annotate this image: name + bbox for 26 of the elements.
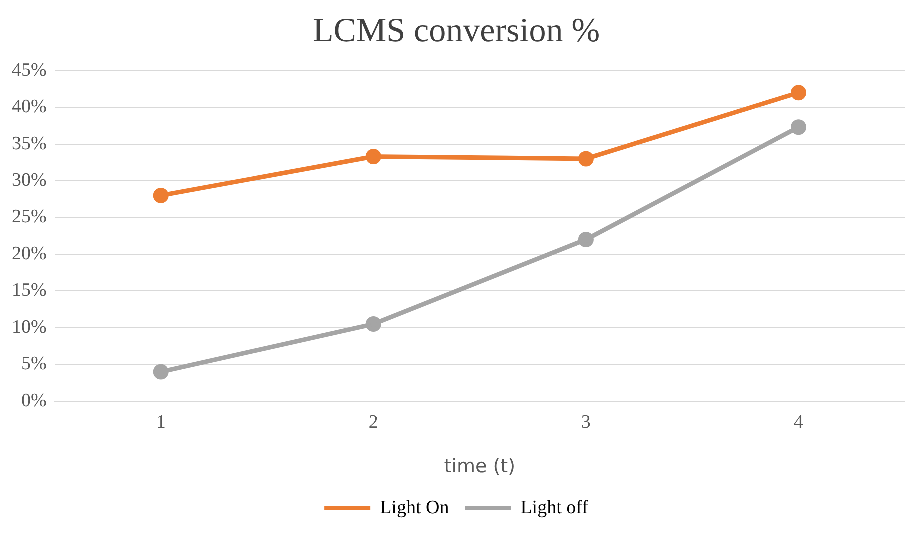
point: [578, 232, 594, 248]
point: [790, 85, 806, 101]
x-tick-label: 2: [368, 412, 378, 433]
legend-label: Light off: [520, 497, 590, 518]
y-tick-label: 10%: [12, 316, 47, 338]
y-tick-label: 5%: [22, 354, 47, 375]
point: [790, 120, 806, 136]
y-tick-label: 25%: [12, 206, 47, 228]
y-tick-label: 30%: [12, 170, 47, 191]
x-tick-label: 4: [794, 412, 804, 433]
chart-title: LCMS conversion %: [312, 12, 600, 50]
y-tick-label: 0%: [22, 390, 47, 412]
point: [578, 151, 594, 167]
point: [153, 188, 169, 204]
y-tick-label: 15%: [12, 280, 47, 302]
x-tick-label: 1: [156, 412, 166, 433]
x-axis-title: time (t): [444, 456, 516, 478]
y-tick-label: 45%: [12, 60, 47, 81]
y-tick-label: 20%: [12, 243, 47, 264]
point: [366, 149, 382, 165]
point: [366, 316, 382, 332]
x-tick-label: 3: [581, 412, 591, 433]
y-tick-label: 35%: [12, 133, 47, 154]
point: [153, 364, 169, 380]
y-tick-label: 40%: [12, 96, 47, 118]
legend-label: Light On: [380, 497, 450, 518]
